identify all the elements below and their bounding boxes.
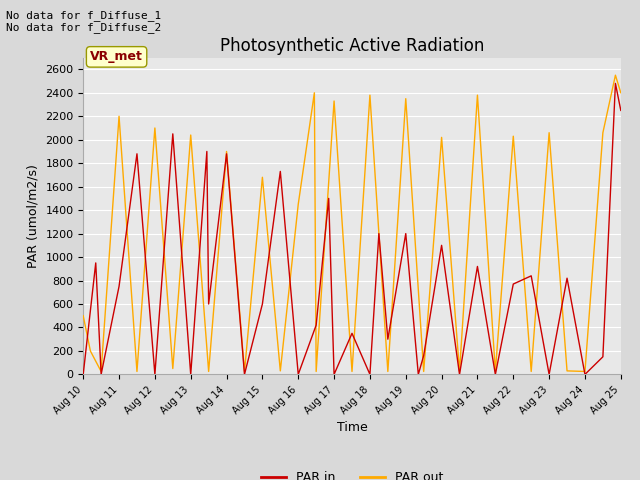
PAR in [241, 372, 248, 377]
Line: PAR out: PAR out [83, 75, 621, 372]
PAR in [612, 81, 620, 86]
PAR in [384, 336, 392, 342]
PAR out [79, 313, 87, 319]
Title: Photosynthetic Active Radiation: Photosynthetic Active Radiation [220, 36, 484, 55]
Legend: PAR in, PAR out: PAR in, PAR out [255, 466, 449, 480]
PAR out [545, 130, 553, 135]
PAR out [294, 202, 302, 207]
PAR out [420, 369, 428, 374]
PAR out [86, 348, 94, 354]
PAR in [169, 131, 177, 137]
PAR in [133, 151, 141, 156]
PAR in [276, 168, 284, 174]
PAR out [474, 92, 481, 98]
PAR out [366, 92, 374, 98]
PAR in [79, 372, 87, 377]
PAR in [223, 151, 230, 156]
PAR in [509, 281, 517, 287]
PAR in [563, 276, 571, 281]
PAR in [617, 108, 625, 113]
PAR in [492, 372, 499, 377]
PAR out [581, 369, 589, 374]
PAR in [438, 242, 445, 248]
PAR in [151, 372, 159, 377]
PAR out [330, 98, 338, 104]
PAR in [348, 330, 356, 336]
PAR in [92, 260, 100, 266]
PAR in [581, 372, 589, 377]
PAR in [545, 372, 553, 377]
Line: PAR in: PAR in [83, 84, 621, 374]
PAR out [276, 368, 284, 374]
PAR in [375, 231, 383, 237]
PAR out [312, 369, 320, 374]
PAR in [415, 372, 422, 377]
PAR in [97, 372, 105, 377]
PAR out [205, 369, 212, 374]
PAR in [203, 149, 211, 155]
PAR out [384, 369, 392, 374]
PAR out [241, 369, 248, 374]
Text: VR_met: VR_met [90, 50, 143, 63]
PAR in [259, 301, 266, 307]
PAR in [456, 372, 463, 377]
PAR out [492, 369, 499, 374]
PAR out [187, 132, 195, 138]
PAR out [527, 369, 535, 374]
PAR in [402, 231, 410, 237]
PAR out [259, 174, 266, 180]
Text: No data for f_Diffuse_1
No data for f_Diffuse_2: No data for f_Diffuse_1 No data for f_Di… [6, 10, 162, 33]
Y-axis label: PAR (umol/m2/s): PAR (umol/m2/s) [27, 164, 40, 268]
PAR in [474, 264, 481, 269]
X-axis label: Time: Time [337, 421, 367, 434]
PAR in [527, 273, 535, 279]
PAR out [115, 113, 123, 119]
PAR out [348, 369, 356, 374]
PAR out [402, 96, 410, 102]
PAR out [151, 125, 159, 131]
PAR out [310, 90, 318, 96]
PAR out [438, 134, 445, 140]
PAR in [187, 372, 195, 377]
PAR in [330, 372, 338, 377]
PAR in [325, 195, 333, 201]
PAR out [169, 366, 177, 372]
PAR out [133, 369, 141, 374]
PAR out [612, 72, 620, 78]
PAR out [599, 130, 607, 135]
PAR out [456, 369, 463, 374]
PAR out [617, 90, 625, 96]
PAR in [599, 354, 607, 360]
PAR in [294, 372, 302, 377]
PAR out [97, 369, 105, 374]
PAR out [509, 133, 517, 139]
PAR in [420, 353, 428, 359]
PAR out [223, 149, 230, 155]
PAR in [366, 372, 374, 377]
PAR in [312, 322, 320, 328]
PAR in [115, 284, 123, 289]
PAR in [205, 301, 212, 307]
PAR out [563, 368, 571, 374]
